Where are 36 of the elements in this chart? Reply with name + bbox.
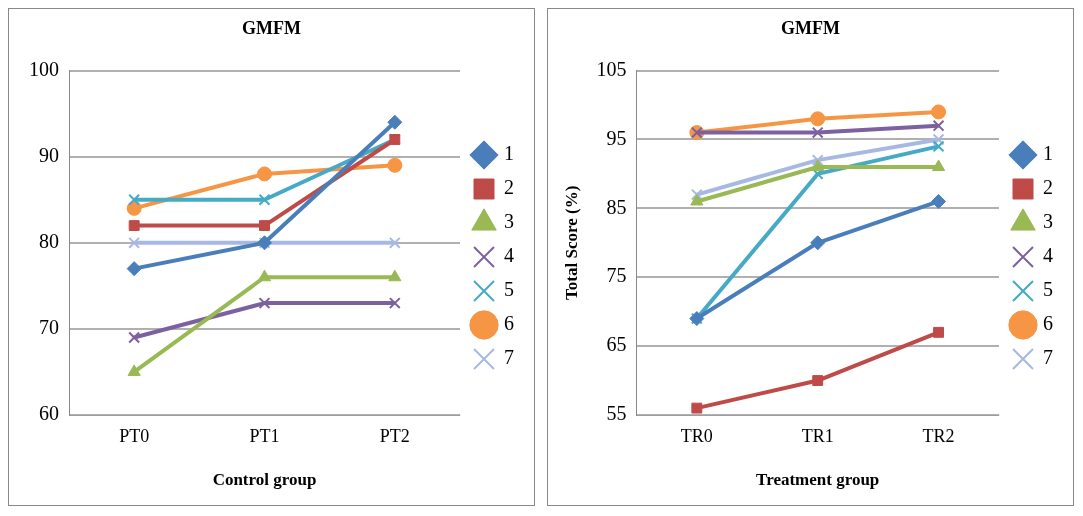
y-tick-label: 65 — [606, 333, 627, 356]
x-axis-title: Treatment group — [756, 470, 880, 490]
x-tick-label: TR2 — [922, 425, 955, 446]
x-tick-label: TR0 — [680, 425, 713, 446]
chart-title: GMFM — [781, 18, 840, 39]
legend-label: 6 — [1043, 312, 1053, 335]
y-axis-title: Total Score (%) — [561, 185, 581, 300]
legend-label: 7 — [504, 346, 514, 369]
legend-label: 1 — [1043, 142, 1053, 165]
chart-title: GMFM — [242, 18, 301, 39]
y-tick-label: 100 — [29, 57, 59, 80]
y-tick-label: 105 — [596, 57, 627, 80]
legend-label: 6 — [504, 312, 514, 335]
y-tick-label: 70 — [39, 316, 59, 339]
y-tick-label: 60 — [39, 402, 59, 425]
x-axis-title: Control group — [212, 470, 317, 490]
y-tick-label: 85 — [606, 195, 627, 218]
y-tick-label: 95 — [606, 126, 627, 149]
legend-label: 7 — [1043, 346, 1053, 369]
legend-label: 2 — [504, 176, 514, 199]
y-tick-label: 90 — [39, 143, 59, 166]
y-tick-label: 80 — [39, 230, 59, 253]
y-tick-label: 75 — [606, 264, 627, 287]
legend-label: 5 — [504, 278, 514, 301]
legend-label: 3 — [504, 210, 514, 233]
x-tick-label: PT0 — [119, 425, 150, 446]
legend-label: 4 — [1043, 244, 1053, 267]
y-tick-label: 55 — [606, 402, 627, 425]
legend-label: 5 — [1043, 278, 1053, 301]
legend-label: 4 — [504, 244, 514, 267]
x-tick-label: PT1 — [249, 425, 280, 446]
legend-label: 2 — [1043, 176, 1053, 199]
x-tick-label: PT2 — [379, 425, 410, 446]
legend-label: 3 — [1043, 210, 1053, 233]
x-tick-label: TR1 — [801, 425, 834, 446]
legend-label: 1 — [504, 142, 514, 165]
